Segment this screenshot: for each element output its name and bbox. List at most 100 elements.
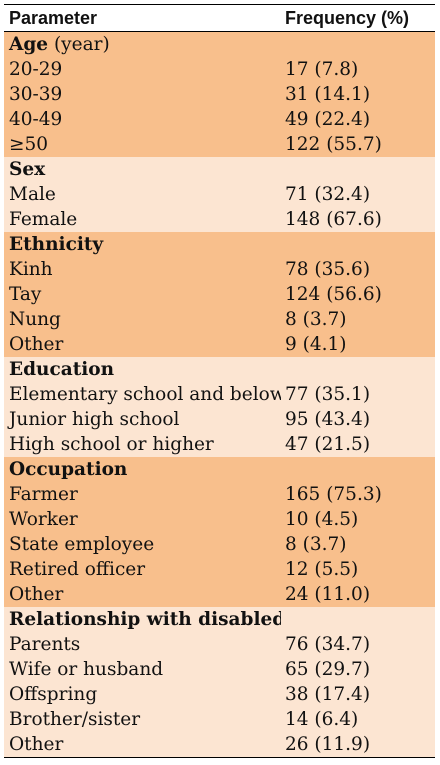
row-label: Parents bbox=[9, 634, 81, 655]
table-row: Other 24 (11.0) bbox=[4, 582, 435, 607]
row-frequency: 71 (32.4) bbox=[285, 184, 371, 205]
row-frequency: 76 (34.7) bbox=[285, 634, 371, 655]
header-parameter: Parameter bbox=[9, 7, 98, 28]
table-row: Other 26 (11.9) bbox=[4, 732, 435, 757]
row-label: 30-39 bbox=[9, 84, 63, 105]
row-frequency: 65 (29.7) bbox=[285, 659, 371, 680]
table-row: Offspring 38 (17.4) bbox=[4, 682, 435, 707]
section-title-cell: Sex bbox=[4, 159, 281, 180]
table-section: Education Elementary school and below 77 (… bbox=[4, 357, 435, 457]
row-label: Retired officer bbox=[9, 559, 146, 580]
table-row: Tay 124 (56.6) bbox=[4, 282, 435, 307]
row-label: Farmer bbox=[9, 484, 78, 505]
table-section: Relationship with disabled peopleParents… bbox=[4, 607, 435, 757]
table-row: Other 9 (4.1) bbox=[4, 332, 435, 357]
table-row: Male 71 (32.4) bbox=[4, 182, 435, 207]
section-title-row: Relationship with disabled people bbox=[4, 607, 435, 632]
section-title-row: Occupation bbox=[4, 457, 435, 482]
table-row: 20-29 17 (7.8) bbox=[4, 57, 435, 82]
row-frequency: 24 (11.0) bbox=[285, 584, 371, 605]
row-label: Kinh bbox=[9, 259, 53, 280]
row-label: Offspring bbox=[9, 684, 98, 705]
table-row: Farmer 165 (75.3) bbox=[4, 482, 435, 507]
table-header-row: Parameter Frequency (%) bbox=[4, 4, 435, 32]
section-title-cell: Education bbox=[4, 359, 281, 380]
table-row: ≥50 122 (55.7) bbox=[4, 132, 435, 157]
table-section: Ethnicity Kinh 78 (35.6) Tay 124 (56.6) Nung 8… bbox=[4, 232, 435, 357]
table-row: High school or higher 47 (21.5) bbox=[4, 432, 435, 457]
table-row: Parents 76 (34.7) bbox=[4, 632, 435, 657]
table-body: Age (year) 20-29 17 (7.8) 30-39 31 (14.1) 40-… bbox=[4, 32, 435, 757]
table-section: Occupation Farmer 165 (75.3) Worker 10 (4.5)… bbox=[4, 457, 435, 607]
row-frequency: 9 (4.1) bbox=[285, 334, 347, 355]
section-title: Occupation bbox=[9, 459, 128, 480]
row-label: 20-29 bbox=[9, 59, 63, 80]
section-title: Ethnicity bbox=[9, 234, 104, 255]
row-label: Other bbox=[9, 584, 64, 605]
row-label: Worker bbox=[9, 509, 78, 530]
section-title: Sex bbox=[9, 159, 46, 180]
table-row: Worker 10 (4.5) bbox=[4, 507, 435, 532]
row-frequency: 8 (3.7) bbox=[285, 534, 347, 555]
table-row: Brother/sister 14 (6.4) bbox=[4, 707, 435, 732]
row-frequency: 38 (17.4) bbox=[285, 684, 371, 705]
table-row: Junior high school 95 (43.4) bbox=[4, 407, 435, 432]
section-title-cell: Age (year) bbox=[4, 34, 281, 55]
header-frequency: Frequency (%) bbox=[285, 7, 410, 28]
row-frequency: 95 (43.4) bbox=[285, 409, 371, 430]
row-label: Elementary school and below bbox=[9, 384, 281, 405]
row-frequency: 77 (35.1) bbox=[285, 384, 371, 405]
demographics-table: Parameter Frequency (%) Age (year) 20-29 1… bbox=[4, 4, 435, 758]
section-title: Relationship with disabled people bbox=[9, 609, 281, 630]
row-label: Other bbox=[9, 334, 64, 355]
section-title: Age bbox=[9, 34, 49, 55]
row-label: Nung bbox=[9, 309, 61, 330]
row-frequency: 8 (3.7) bbox=[285, 309, 347, 330]
row-frequency: 124 (56.6) bbox=[285, 284, 382, 305]
table-section: Sex Male 71 (32.4) Female 148 (67.6) bbox=[4, 157, 435, 232]
table-row: Nung 8 (3.7) bbox=[4, 307, 435, 332]
row-frequency: 26 (11.9) bbox=[285, 734, 371, 755]
row-frequency: 31 (14.1) bbox=[285, 84, 371, 105]
row-frequency: 49 (22.4) bbox=[285, 109, 371, 130]
table-section: Age (year) 20-29 17 (7.8) 30-39 31 (14.1) 40-… bbox=[4, 32, 435, 157]
row-label: 40-49 bbox=[9, 109, 63, 130]
row-label: Brother/sister bbox=[9, 709, 141, 730]
row-label: State employee bbox=[9, 534, 155, 555]
section-title-row: Ethnicity bbox=[4, 232, 435, 257]
section-title-cell: Relationship with disabled people bbox=[4, 609, 281, 630]
table-row: Female 148 (67.6) bbox=[4, 207, 435, 232]
section-title-row: Age (year) bbox=[4, 32, 435, 57]
row-frequency: 47 (21.5) bbox=[285, 434, 371, 455]
table-row: 40-49 49 (22.4) bbox=[4, 107, 435, 132]
table-bottom-rule bbox=[4, 757, 435, 758]
table-row: Wife or husband 65 (29.7) bbox=[4, 657, 435, 682]
row-frequency: 10 (4.5) bbox=[285, 509, 359, 530]
section-unit: (year) bbox=[53, 34, 110, 55]
section-title: Education bbox=[9, 359, 115, 380]
section-title-row: Sex bbox=[4, 157, 435, 182]
row-frequency: 165 (75.3) bbox=[285, 484, 382, 505]
row-frequency: 122 (55.7) bbox=[285, 134, 382, 155]
row-frequency: 17 (7.8) bbox=[285, 59, 359, 80]
row-frequency: 148 (67.6) bbox=[285, 209, 382, 230]
row-frequency: 12 (5.5) bbox=[285, 559, 359, 580]
row-label: Junior high school bbox=[9, 409, 180, 430]
row-label: High school or higher bbox=[9, 434, 214, 455]
row-label: Male bbox=[9, 184, 56, 205]
table-row: 30-39 31 (14.1) bbox=[4, 82, 435, 107]
row-label: Female bbox=[9, 209, 78, 230]
row-frequency: 78 (35.6) bbox=[285, 259, 371, 280]
row-label: ≥50 bbox=[9, 134, 49, 155]
table-row: Elementary school and below 77 (35.1) bbox=[4, 382, 435, 407]
row-label: Other bbox=[9, 734, 64, 755]
section-title-cell: Occupation bbox=[4, 459, 281, 480]
row-frequency: 14 (6.4) bbox=[285, 709, 359, 730]
section-title-row: Education bbox=[4, 357, 435, 382]
table-row: Retired officer 12 (5.5) bbox=[4, 557, 435, 582]
row-label: Wife or husband bbox=[9, 659, 164, 680]
table-row: State employee 8 (3.7) bbox=[4, 532, 435, 557]
table-row: Kinh 78 (35.6) bbox=[4, 257, 435, 282]
row-label: Tay bbox=[9, 284, 42, 305]
section-title-cell: Ethnicity bbox=[4, 234, 281, 255]
